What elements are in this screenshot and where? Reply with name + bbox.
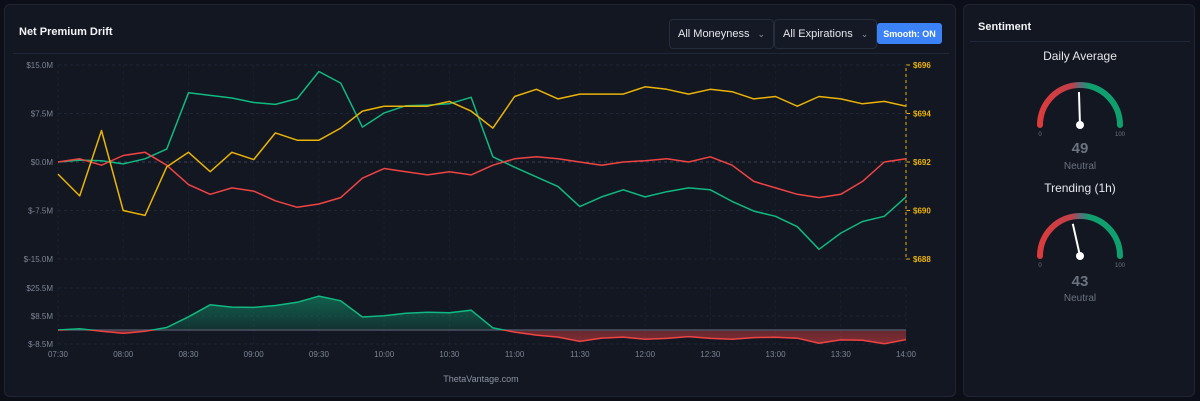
left-axis-tick: $-15.0M bbox=[24, 255, 54, 264]
net-positive-area bbox=[58, 296, 906, 330]
x-axis-tick: 13:30 bbox=[831, 350, 852, 359]
x-axis-tick: 08:30 bbox=[178, 350, 199, 359]
left-axis-tick: $7.5M bbox=[31, 110, 54, 119]
sentiment-panel: Sentiment Daily Average 0 100 49 Neutral … bbox=[963, 4, 1195, 397]
x-axis-tick: 09:00 bbox=[244, 350, 265, 359]
price-line bbox=[57, 86, 907, 217]
gauge-min-label: 0 bbox=[1038, 263, 1042, 269]
moneyness-value: All Moneyness bbox=[678, 28, 750, 40]
moneyness-dropdown[interactable]: All Moneyness ⌄ bbox=[669, 19, 775, 49]
gauge-needle bbox=[1077, 91, 1081, 126]
gauge-min-label: 0 bbox=[1038, 132, 1042, 138]
call-premium-line bbox=[57, 70, 907, 251]
gauge-arc bbox=[1037, 82, 1123, 128]
x-axis-tick: 07:30 bbox=[48, 350, 69, 359]
watermark: ThetaVantage.com bbox=[443, 374, 519, 384]
x-axis-tick: 10:30 bbox=[439, 350, 460, 359]
x-axis-tick: 09:30 bbox=[309, 350, 330, 359]
right-axis-tick: $692 bbox=[913, 158, 931, 167]
x-axis-tick: 14:00 bbox=[896, 350, 917, 359]
right-axis-tick: $696 bbox=[913, 61, 931, 70]
x-axis-tick: 12:00 bbox=[635, 350, 656, 359]
gauge-title-trending: Trending (1h) bbox=[1044, 181, 1116, 195]
gauge-needle-hub bbox=[1076, 252, 1084, 260]
panel-title: Net Premium Drift bbox=[19, 26, 113, 38]
expirations-dropdown[interactable]: All Expirations ⌄ bbox=[774, 19, 878, 49]
gauge-label-trending: Neutral bbox=[1063, 293, 1097, 304]
right-axis-tick: $694 bbox=[913, 110, 931, 119]
right-axis-tick: $688 bbox=[913, 255, 931, 264]
gauge-value-trending: 43 bbox=[1071, 273, 1089, 290]
right-axis-tick: $690 bbox=[913, 207, 931, 216]
trending-gauge: 0 100 bbox=[1037, 213, 1126, 269]
net-positive-line bbox=[57, 295, 508, 330]
gauge-max-label: 100 bbox=[1115, 132, 1126, 138]
lower-axis-tick: $8.5M bbox=[31, 312, 54, 321]
daily-average-gauge: 0 100 bbox=[1037, 82, 1126, 138]
left-axis-tick: $-7.5M bbox=[28, 207, 53, 216]
gauge-needle bbox=[1071, 223, 1081, 257]
smooth-toggle-button[interactable]: Smooth: ON bbox=[877, 23, 942, 44]
x-axis-tick: 11:00 bbox=[505, 350, 525, 359]
lower-axis-tick: $-8.5M bbox=[28, 340, 53, 349]
x-axis-tick: 12:30 bbox=[700, 350, 721, 359]
premium-chart: $15.0M $7.5M $0.0M $-7.5M $-15.0M $696 $694 $69… bbox=[24, 61, 932, 359]
expirations-value: All Expirations bbox=[783, 28, 853, 40]
net-premium-drift-panel: Net Premium Drift All Moneyness ⌄ All Exp… bbox=[4, 4, 956, 397]
net-negative-line bbox=[58, 330, 907, 345]
chevron-down-icon: ⌄ bbox=[860, 28, 869, 39]
x-axis-tick: 10:00 bbox=[374, 350, 395, 359]
gauge-arc bbox=[1037, 213, 1123, 259]
lower-axis-tick: $25.5M bbox=[26, 284, 53, 293]
gauge-value-daily: 49 bbox=[1071, 140, 1089, 157]
chevron-down-icon: ⌄ bbox=[757, 28, 766, 39]
x-axis-tick: 08:00 bbox=[113, 350, 134, 359]
left-axis-tick: $0.0M bbox=[31, 158, 54, 167]
x-axis-tick: 11:30 bbox=[570, 350, 590, 359]
sentiment-title: Sentiment bbox=[978, 21, 1032, 33]
x-axis-tick: 13:00 bbox=[766, 350, 787, 359]
gauge-title-daily: Daily Average bbox=[1043, 49, 1117, 63]
gauge-needle-hub bbox=[1076, 121, 1084, 129]
gauge-label-daily: Neutral bbox=[1063, 161, 1097, 172]
net-negative-area bbox=[58, 330, 906, 344]
gauge-max-label: 100 bbox=[1115, 263, 1126, 269]
left-axis-tick: $15.0M bbox=[26, 61, 53, 70]
put-premium-line bbox=[57, 151, 907, 209]
